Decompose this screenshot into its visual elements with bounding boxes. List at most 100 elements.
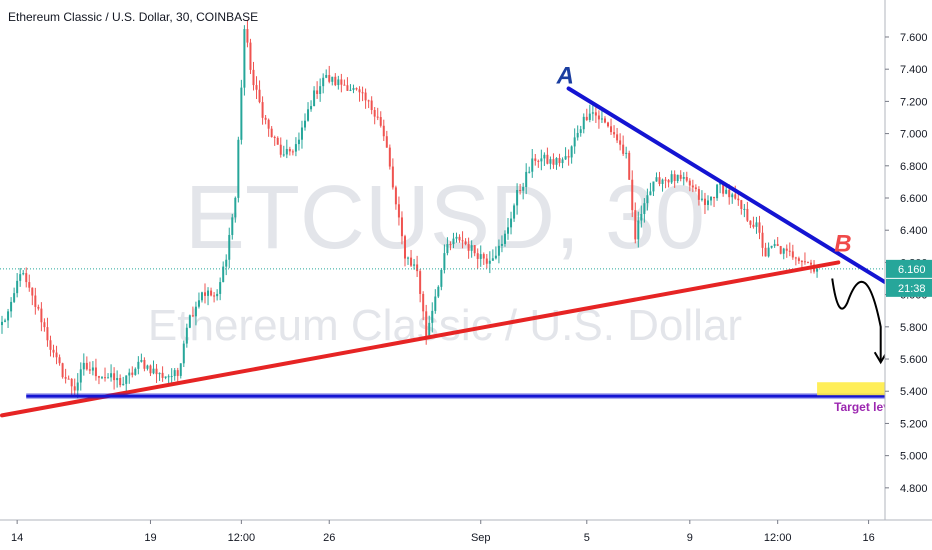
candle-body [716,184,719,199]
candle-body [249,42,252,70]
candle-body [479,254,482,259]
candle-body [467,244,470,251]
price-tick-label: 5.800 [900,322,928,334]
candle-body [31,287,34,296]
candle-body [322,77,325,87]
candle-body [300,127,303,140]
candle-body [661,179,664,184]
candle-body [61,363,64,378]
candle-body [494,255,497,259]
candle-body [528,171,531,173]
candle-body [437,286,440,297]
candle-body [443,253,446,270]
candle-body [552,159,555,165]
candle-body [743,208,746,210]
candle-body [673,174,676,181]
candle-body [358,89,361,93]
candle-body [476,253,479,259]
candle-body [310,106,313,110]
candle-body [485,258,488,264]
candle-body [576,132,579,138]
candle-body [461,240,464,242]
time-tick-label: 19 [144,532,156,544]
candle-body [740,200,743,209]
candle-body [682,177,685,179]
candle-body [261,102,264,118]
candle-body [470,245,473,251]
candle-body [534,158,537,161]
candle-body [725,189,728,194]
candle-body [564,156,567,160]
label-a: A [556,63,574,90]
candle-body [25,273,28,283]
price-tick-label: 6.800 [900,161,928,173]
candle-body [410,257,413,266]
watermark-symbol: ETCUSD, 30 [185,168,705,268]
candle-body [107,377,110,379]
candle-body [191,315,194,317]
candle-body [634,210,637,240]
candle-body [500,243,503,246]
candle-body [685,177,688,181]
candle-body [255,85,258,90]
candle-body [364,92,367,101]
candle-body [264,117,267,120]
time-tick-label: 14 [11,532,23,544]
candle-body [594,112,597,116]
candle-body [649,191,652,196]
candle-body [43,322,46,328]
candle-body [555,158,558,165]
candle-body [407,257,410,259]
candle-body [297,139,300,145]
price-tick-label: 5.400 [900,386,928,398]
trendline-b [0,260,841,418]
candle-body [113,373,116,381]
price-tick-label: 4.800 [900,483,928,495]
time-tick-label: 16 [862,532,874,544]
current-price-badge [886,259,932,278]
candle-body [85,362,88,370]
candle-body [134,368,137,375]
candle-body [367,100,370,102]
candle-body [4,320,7,322]
candle-body [288,148,291,152]
candle-body [782,248,785,254]
candle-body [182,343,185,364]
candle-body [734,194,737,199]
candle-body [510,218,513,228]
candle-body [570,146,573,158]
candle-body [455,236,458,239]
candle-body [425,311,428,337]
candle-body [610,126,613,133]
candle-body [591,112,594,114]
candle-body [334,76,337,86]
candle-body [655,177,658,182]
candle-body [76,382,79,391]
projection-path [831,278,882,363]
candle-body [773,244,776,246]
candle-body [522,187,525,191]
time-tick-label: 26 [323,532,335,544]
candle-body [625,152,628,154]
candle-body [291,151,294,153]
candle-body [491,258,494,261]
candle-body [658,177,661,184]
time-tick-label: 12:00 [228,532,256,544]
chart-title: Ethereum Classic / U.S. Dollar, 30, COIN… [8,10,258,24]
trendline-a [566,86,932,314]
candle-body [167,376,170,378]
candle-body [361,92,364,94]
candle-body [503,233,506,244]
candle-body [100,377,103,379]
candle-body [652,181,655,192]
time-tick-label: 9 [687,532,693,544]
candle-body [140,359,143,362]
candle-body [664,179,667,181]
candle-body [346,85,349,91]
candle-body [431,310,434,323]
candle-body [125,375,128,384]
